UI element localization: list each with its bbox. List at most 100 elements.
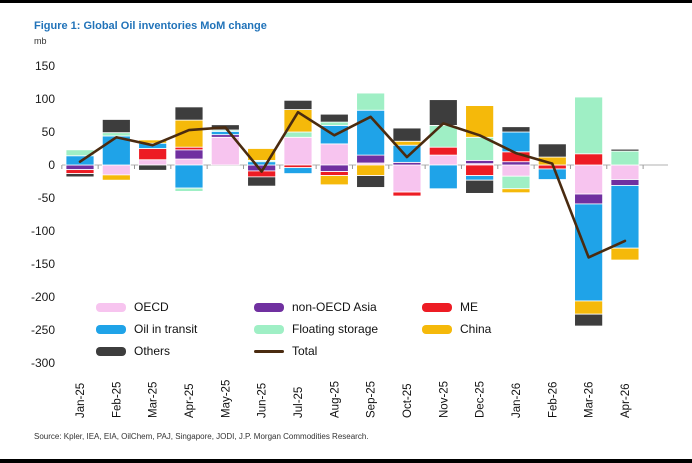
legend-item-floating-storage: Floating storage bbox=[254, 322, 422, 336]
x-axis-category-label: May-25 bbox=[220, 380, 232, 418]
legend-item-oecd: OECD bbox=[96, 300, 254, 314]
y-axis-tick-label: -200 bbox=[31, 290, 55, 304]
legend-label: non-OECD Asia bbox=[292, 300, 377, 314]
y-axis-tick-label: 150 bbox=[35, 59, 55, 73]
legend-key-icon bbox=[422, 302, 452, 312]
bar-segment bbox=[392, 191, 422, 197]
y-axis-tick-label: -250 bbox=[31, 323, 55, 337]
bar-segment bbox=[610, 164, 640, 180]
bar-segment bbox=[392, 127, 422, 142]
bar-segment bbox=[428, 146, 458, 156]
y-axis-tick-label: 100 bbox=[35, 92, 55, 106]
bar-segment bbox=[138, 164, 168, 171]
page-bottom-border bbox=[0, 459, 692, 463]
bar-segment bbox=[319, 175, 349, 186]
legend-item-me: ME bbox=[422, 300, 532, 314]
x-axis-category-label: Mar-25 bbox=[148, 382, 160, 418]
bar-segment bbox=[174, 106, 204, 121]
bar-segment bbox=[101, 164, 131, 176]
legend-key-icon bbox=[254, 349, 284, 353]
y-axis-tick-label: -150 bbox=[31, 257, 55, 271]
legend-key-icon bbox=[254, 324, 284, 334]
bar-segment bbox=[610, 185, 640, 249]
bar-segment bbox=[319, 121, 349, 126]
bar-segment bbox=[392, 164, 422, 193]
bar-segment bbox=[501, 164, 531, 177]
bar-segment bbox=[574, 153, 604, 166]
legend-label: China bbox=[460, 322, 492, 336]
bar-segment bbox=[65, 169, 95, 174]
bar-segment bbox=[356, 154, 386, 164]
bar-segment bbox=[319, 143, 349, 166]
legend-label: Oil in transit bbox=[134, 322, 198, 336]
bar-segment bbox=[428, 99, 458, 126]
y-axis-tick-label: -300 bbox=[31, 356, 55, 370]
legend-label: OECD bbox=[134, 300, 169, 314]
x-axis-category-label: Oct-25 bbox=[402, 383, 414, 418]
legend-label: ME bbox=[460, 300, 478, 314]
legend-key-icon bbox=[96, 302, 126, 312]
legend-label: Others bbox=[134, 344, 171, 358]
bar-segment bbox=[65, 164, 95, 171]
bar-segment bbox=[465, 179, 495, 194]
legend-item-others: Others bbox=[96, 344, 254, 358]
bar-segment bbox=[574, 164, 604, 195]
bar-segment bbox=[319, 171, 349, 176]
figure-title: Figure 1: Global Oil inventories MoM cha… bbox=[34, 20, 267, 32]
y-axis-tick-label: -100 bbox=[31, 224, 55, 238]
bar-segment bbox=[283, 136, 313, 166]
bar-segment bbox=[101, 135, 131, 166]
x-axis-category-label: Apr-26 bbox=[620, 383, 632, 418]
x-axis-category-label: Jan-26 bbox=[511, 383, 523, 418]
x-axis-category-label: Jan-25 bbox=[75, 383, 87, 418]
x-axis-category-label: Feb-25 bbox=[111, 382, 123, 418]
bar-segment bbox=[138, 148, 168, 161]
legend-key-icon bbox=[96, 324, 126, 334]
x-axis-category-label: Mar-26 bbox=[584, 382, 596, 418]
bar-segment bbox=[610, 179, 640, 186]
bar-segment bbox=[283, 99, 313, 110]
bar-segment bbox=[101, 132, 131, 137]
bar-segment bbox=[501, 188, 531, 194]
y-axis-tick-label: -50 bbox=[38, 191, 56, 205]
bar-segment bbox=[174, 187, 204, 192]
chart-legend: OECD non-OECD Asia ME Oil in transit Floatin… bbox=[96, 296, 532, 362]
source-note: Source: Kpler, IEA, EIA, OilChem, PAJ, S… bbox=[34, 432, 369, 441]
x-axis-category-label: Apr-25 bbox=[184, 383, 196, 418]
bar-segment bbox=[101, 174, 131, 181]
x-axis-category-label: Aug-25 bbox=[329, 381, 341, 418]
legend-key-icon bbox=[96, 346, 126, 356]
legend-item-non-oecd-asia: non-OECD Asia bbox=[254, 300, 422, 314]
bar-segment bbox=[101, 119, 131, 134]
bar-segment bbox=[283, 167, 313, 174]
x-axis-category-label: Jun-25 bbox=[257, 383, 269, 418]
bar-segment bbox=[537, 168, 567, 180]
x-axis-category-label: Feb-26 bbox=[547, 382, 559, 418]
y-axis-unit-label: mb bbox=[34, 36, 47, 46]
bar-segment bbox=[356, 92, 386, 111]
bar-segment bbox=[356, 175, 386, 188]
x-axis-category-label: Jul-25 bbox=[293, 387, 305, 418]
bar-segment bbox=[210, 130, 240, 136]
total-line bbox=[78, 110, 627, 259]
bar-segment bbox=[319, 164, 349, 172]
bar-segment bbox=[574, 96, 604, 155]
bar-segment bbox=[428, 125, 458, 148]
x-axis-category-label: Sep-25 bbox=[366, 381, 378, 418]
bar-segment bbox=[465, 164, 495, 176]
bar-segment bbox=[465, 175, 495, 181]
bar-segment bbox=[428, 164, 458, 190]
bar-segment bbox=[574, 313, 604, 327]
bar-segment bbox=[610, 247, 640, 261]
y-axis-tick-label: 0 bbox=[48, 158, 55, 172]
legend-item-oil-in-transit: Oil in transit bbox=[96, 322, 254, 336]
bar-segment bbox=[574, 193, 604, 205]
page-top-border bbox=[0, 0, 692, 3]
x-axis-category-label: Dec-25 bbox=[475, 381, 487, 418]
bar-segment bbox=[174, 164, 204, 189]
bar-segment bbox=[174, 158, 204, 166]
bar-segment bbox=[465, 159, 495, 165]
legend-key-icon bbox=[422, 324, 452, 334]
